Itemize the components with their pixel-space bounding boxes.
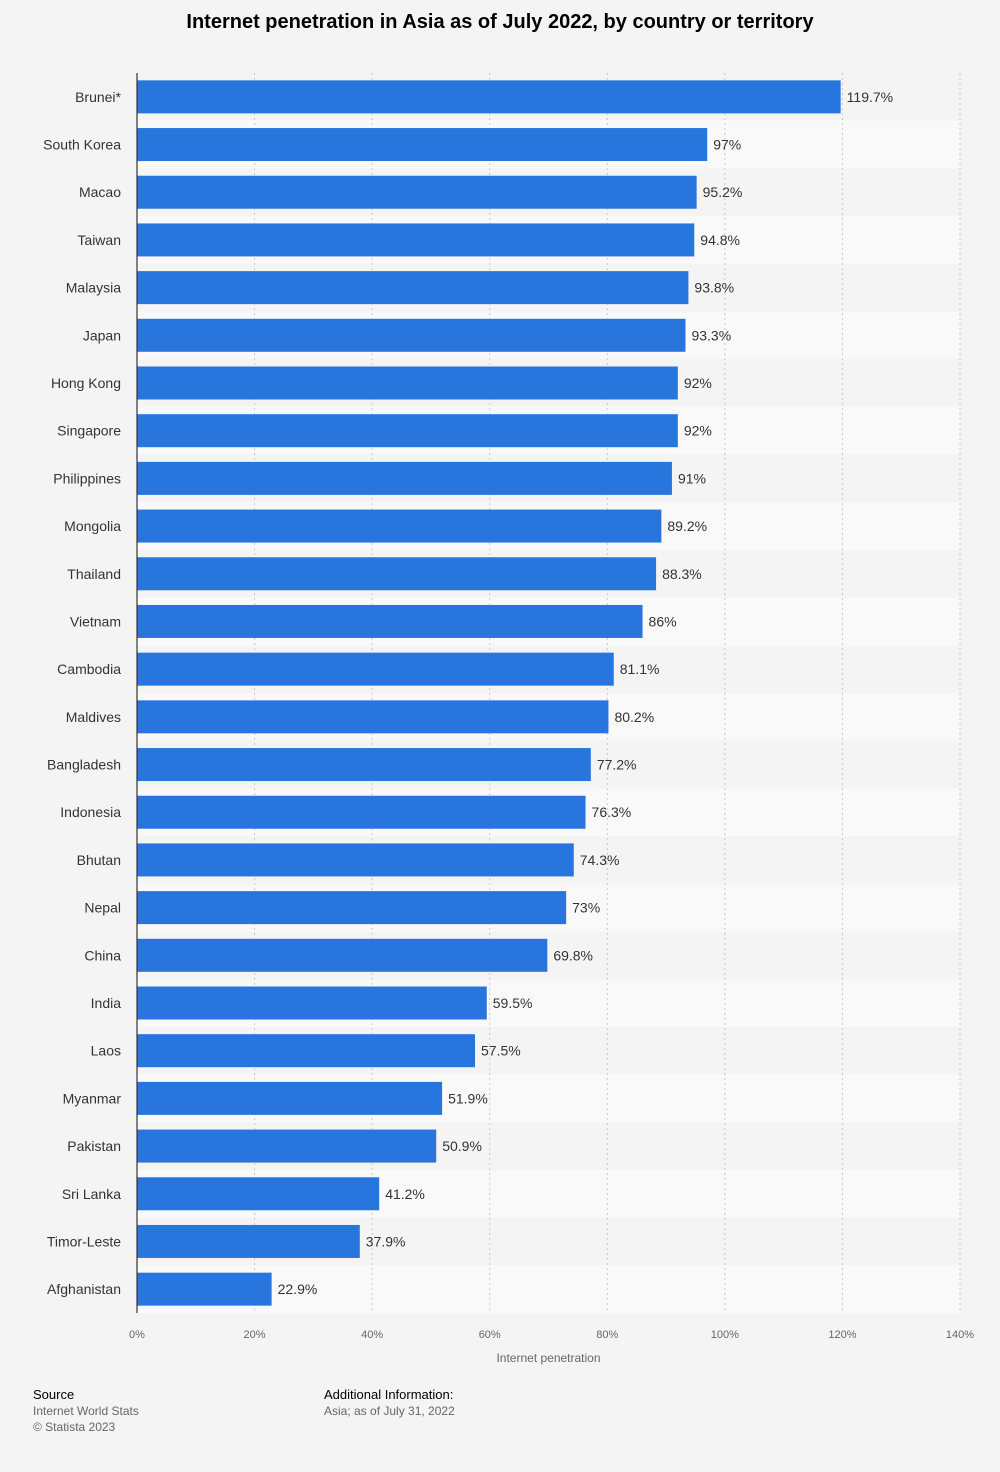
x-tick-label: 140%	[946, 1329, 974, 1341]
value-label: 91%	[678, 470, 706, 486]
category-label: Macao	[79, 184, 121, 200]
source-block: Source Internet World Stats © Statista 2…	[33, 1387, 139, 1435]
value-label: 77.2%	[597, 757, 637, 773]
x-tick-label: 20%	[244, 1329, 266, 1341]
bar	[137, 891, 567, 925]
x-tick-label: 40%	[361, 1329, 383, 1341]
value-label: 94.8%	[700, 232, 740, 248]
bar	[137, 80, 841, 114]
value-label: 86%	[649, 613, 677, 629]
x-tick-label: 60%	[479, 1329, 501, 1341]
bar	[137, 175, 697, 209]
category-label: Brunei*	[75, 89, 121, 105]
category-label: Bangladesh	[47, 757, 121, 773]
bar	[137, 509, 662, 543]
bar	[137, 986, 487, 1020]
value-label: 97%	[713, 137, 741, 153]
bar	[137, 557, 657, 591]
x-tick-label: 120%	[828, 1329, 856, 1341]
category-label: Nepal	[84, 900, 121, 916]
value-label: 59.5%	[493, 995, 533, 1011]
value-label: 73%	[572, 900, 600, 916]
bar	[137, 1129, 437, 1163]
value-label: 37.9%	[366, 1233, 406, 1249]
value-label: 51.9%	[448, 1090, 488, 1106]
value-label: 50.9%	[442, 1138, 482, 1154]
category-label: Japan	[83, 327, 121, 343]
value-label: 41.2%	[385, 1186, 425, 1202]
category-label: Malaysia	[66, 280, 121, 296]
bar	[137, 318, 686, 352]
category-label: Mongolia	[64, 518, 121, 534]
value-label: 81.1%	[620, 661, 660, 677]
bar	[137, 128, 708, 162]
category-label: India	[91, 995, 122, 1011]
source-heading: Source	[33, 1387, 75, 1402]
bar	[137, 700, 609, 734]
bar	[137, 366, 678, 400]
bar	[137, 1272, 272, 1306]
category-label: Maldives	[66, 709, 121, 725]
category-label: Myanmar	[63, 1090, 122, 1106]
category-label: Hong Kong	[51, 375, 121, 391]
value-label: 93.8%	[694, 280, 734, 296]
x-tick-label: 100%	[711, 1329, 739, 1341]
bar	[137, 223, 695, 257]
value-label: 89.2%	[667, 518, 707, 534]
chart-title: Internet penetration in Asia as of July …	[186, 11, 814, 33]
bar	[137, 1224, 360, 1258]
bar	[137, 652, 614, 686]
value-label: 76.3%	[592, 804, 632, 820]
category-label: Taiwan	[77, 232, 121, 248]
x-axis-title: Internet penetration	[496, 1351, 600, 1365]
bar	[137, 748, 591, 782]
bar	[137, 1177, 380, 1211]
additional-info-text: Asia; as of July 31, 2022	[324, 1404, 455, 1418]
category-label: Afghanistan	[47, 1281, 121, 1297]
row-stripe	[137, 1265, 960, 1313]
x-tick-label: 0%	[129, 1329, 145, 1341]
bar	[137, 1034, 476, 1068]
category-label: Philippines	[53, 470, 121, 486]
category-label: Laos	[91, 1043, 121, 1059]
category-label: Timor-Leste	[47, 1233, 121, 1249]
category-label: Bhutan	[77, 852, 121, 868]
category-label: Thailand	[67, 566, 121, 582]
x-tick-label: 80%	[596, 1329, 618, 1341]
additional-info-block: Additional Information: Asia; as of July…	[324, 1387, 455, 1419]
value-label: 92%	[684, 375, 712, 391]
category-label: Indonesia	[60, 804, 121, 820]
value-label: 92%	[684, 423, 712, 439]
value-label: 22.9%	[278, 1281, 318, 1297]
category-label: Cambodia	[57, 661, 121, 677]
bar	[137, 843, 574, 877]
bar	[137, 604, 643, 638]
bar-chart: Brunei* 119.7% South Korea 97% Macao 95.2% Tai…	[43, 73, 974, 1365]
value-label: 119.7%	[847, 89, 893, 105]
bar	[137, 414, 678, 448]
bar	[137, 461, 672, 495]
value-label: 57.5%	[481, 1043, 521, 1059]
additional-info-heading[interactable]: Additional Information:	[324, 1387, 454, 1402]
source-name[interactable]: Internet World Stats	[33, 1404, 139, 1418]
value-label: 69.8%	[553, 947, 593, 963]
category-label: China	[84, 947, 121, 963]
bar	[137, 1081, 443, 1115]
value-label: 80.2%	[614, 709, 654, 725]
value-label: 93.3%	[691, 327, 731, 343]
value-label: 88.3%	[662, 566, 702, 582]
value-label: 74.3%	[580, 852, 620, 868]
bar	[137, 795, 586, 829]
category-label: Vietnam	[70, 613, 121, 629]
category-label: Sri Lanka	[62, 1186, 121, 1202]
bar	[137, 938, 548, 972]
bar	[137, 271, 689, 305]
copyright: © Statista 2023	[33, 1420, 116, 1434]
category-label: Pakistan	[67, 1138, 121, 1154]
category-label: Singapore	[57, 423, 121, 439]
category-label: South Korea	[43, 137, 121, 153]
value-label: 95.2%	[703, 184, 743, 200]
